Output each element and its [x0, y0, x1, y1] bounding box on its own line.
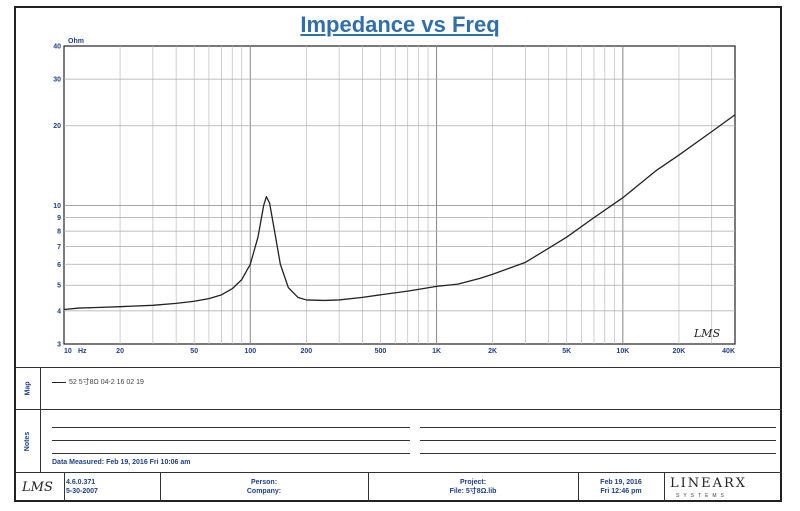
map-label: Map [24, 381, 32, 396]
y-tick-label: 8 [57, 229, 61, 236]
footer-time: Fri 12:46 pm [600, 488, 642, 495]
lms-logo: LMS [22, 480, 53, 495]
x-tick-label: 50 [190, 348, 198, 355]
y-tick-label: 5 [57, 283, 61, 290]
linearx-logo: LINEARX [670, 476, 748, 491]
person-company-cell: Person: Company: [160, 478, 368, 496]
file-label: File: 5寸8Ω.lib [449, 488, 497, 495]
impedance-series-line [63, 114, 736, 311]
note-line [420, 440, 776, 441]
watermark-logo: LMS [693, 327, 721, 340]
note-line [52, 453, 410, 454]
series-group [63, 114, 736, 311]
y-tick-label: 4 [57, 308, 61, 315]
person-label: Person: [250, 479, 278, 486]
company-label: Company: [246, 488, 282, 495]
grid-lines [64, 46, 735, 344]
note-line [420, 453, 776, 454]
x-tick-labels: 10 20 50 100 200 500 1K 2K 5K 10K 20K 40K [64, 348, 735, 355]
x-tick-label: 10K [616, 348, 629, 355]
y-tick-labels: 3 4 5 6 7 8 9 10 20 30 40 [53, 44, 61, 349]
y-tick-label: 20 [53, 123, 61, 130]
x-tick-label: 20K [673, 348, 686, 355]
footer-divider [160, 473, 161, 501]
x-tick-label: 200 [301, 348, 313, 355]
divider-notes-footer [16, 472, 782, 473]
legend-entry: 52 5寸8Ω 04-2 16 02 19 [52, 377, 144, 387]
data-measured-text: Data Measured: Feb 19, 2016 Fri 10:06 am [52, 459, 191, 466]
note-line [52, 427, 410, 428]
y-tick-label: 30 [53, 77, 61, 84]
date-cell: Feb 19, 2016 Fri 12:46 pm [578, 478, 664, 496]
notes-tab: Notes [16, 410, 41, 472]
plot-area [63, 45, 736, 345]
y-tick-label: 9 [57, 215, 61, 222]
x-unit-label: Hz [78, 348, 87, 355]
y-tick-label: 7 [57, 244, 61, 251]
page-frame [14, 6, 782, 502]
map-tab: Map [16, 368, 41, 409]
legend-text: 52 5寸8Ω 04-2 16 02 19 [69, 379, 144, 386]
project-cell: Project: File: 5寸8Ω.lib [368, 478, 578, 496]
footer-divider [664, 473, 665, 501]
footer-divider [368, 473, 369, 501]
legend-swatch [52, 381, 66, 383]
y-tick-label: 10 [53, 203, 61, 210]
linearx-systems: SYSTEMS [676, 493, 728, 499]
y-tick-label: 40 [53, 44, 61, 51]
notes-label: Notes [24, 431, 32, 451]
note-line [420, 427, 776, 428]
version-number: 4.6.0.371 [66, 479, 96, 486]
x-tick-label: 5K [562, 348, 571, 355]
divider-map-notes [16, 409, 782, 410]
footer-divider [64, 473, 65, 501]
version-info: 4.6.0.371 5-30-2007 [66, 478, 136, 496]
note-line [52, 440, 410, 441]
chart-title: Impedance vs Freq [300, 12, 500, 37]
y-tick-label: 6 [57, 262, 61, 269]
footer-date: Feb 19, 2016 [600, 479, 642, 486]
x-tick-label: 2K [488, 348, 497, 355]
project-label: Project: [459, 479, 487, 486]
y-unit-label: Ohm [68, 38, 84, 45]
x-tick-label: 20 [116, 348, 124, 355]
footer-divider [578, 473, 579, 501]
x-tick-label: 40K [722, 348, 735, 355]
x-tick-label: 500 [375, 348, 387, 355]
divider-top-map [16, 367, 782, 368]
x-tick-label: 10 [64, 348, 72, 355]
y-tick-label: 3 [57, 342, 61, 349]
x-tick-label: 1K [432, 348, 441, 355]
version-date: 5-30-2007 [66, 488, 98, 495]
x-tick-label: 100 [244, 348, 256, 355]
